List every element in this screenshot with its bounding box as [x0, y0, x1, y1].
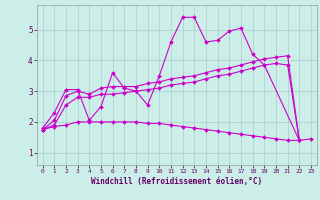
X-axis label: Windchill (Refroidissement éolien,°C): Windchill (Refroidissement éolien,°C): [91, 177, 262, 186]
